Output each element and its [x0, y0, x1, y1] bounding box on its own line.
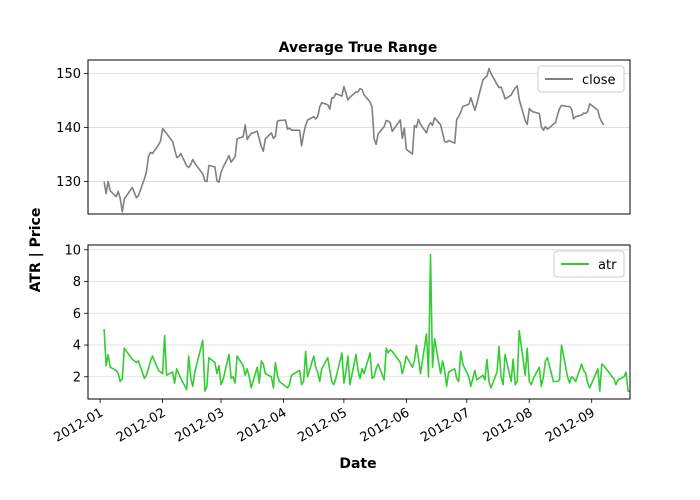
y-tick-label: 150 [56, 67, 81, 82]
legend-box [537, 65, 625, 93]
chart-title: Average True Range [279, 40, 438, 56]
axes-frame [87, 59, 631, 215]
series-line-close [103, 67, 605, 213]
y-tick-label: 4 [73, 339, 81, 354]
x-axis-label: Date [339, 456, 376, 472]
price-panel: 130 140 150 close [56, 59, 631, 215]
y-axis-label: ATR | Price [28, 208, 44, 293]
legend-label: close [582, 73, 615, 88]
legend: atr [553, 250, 625, 278]
y-tick-label: 10 [64, 243, 81, 258]
legend-label: atr [598, 258, 617, 273]
legend: close [537, 65, 625, 93]
series-line-atr [103, 253, 630, 392]
y-tick-label: 8 [73, 275, 81, 290]
y-tick-label: 2 [73, 370, 81, 385]
y-tick-label: 130 [56, 175, 81, 190]
y-tick-label: 140 [56, 121, 81, 136]
y-tick-label: 6 [73, 307, 81, 322]
axes-frame [87, 244, 631, 400]
